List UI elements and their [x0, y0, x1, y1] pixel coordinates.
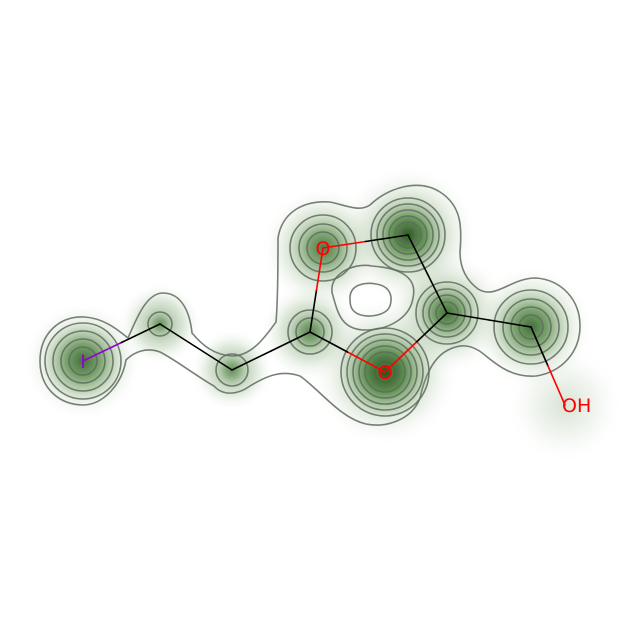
- contour-ring-c7-2: [428, 294, 466, 332]
- contour-ring-o8-3: [358, 345, 412, 399]
- contour-ring-o5-1: [298, 223, 348, 273]
- contour-ring-c6-2: [382, 209, 434, 261]
- atom-label-i1: I: [80, 351, 86, 373]
- bond-c3-c4-half-0: [231, 350, 272, 371]
- bond-c7-c9-half-1: [488, 319, 532, 328]
- contour-ring-c6-3: [388, 215, 428, 255]
- contour-ring-c6-4: [394, 221, 422, 249]
- ring-hole-contour: [331, 264, 415, 331]
- contour-ring-o8-6: [376, 363, 394, 381]
- bond-i1-c2-half-0: [82, 341, 123, 362]
- contour-ring-c9-1: [502, 298, 560, 356]
- bond-o5-c6-half-0: [322, 240, 367, 249]
- contour-ring-o5-0: [289, 214, 357, 282]
- bond-c4-o5-half-1: [315, 247, 324, 291]
- contour-ring-o8-4: [364, 351, 406, 393]
- contour-ring-c7-1: [422, 288, 472, 338]
- atom-label-o10: OH: [562, 395, 591, 417]
- bond-c2-c3-half-0: [159, 323, 197, 348]
- bond-i1-c2-half-1: [120, 323, 161, 344]
- contour-ring-c3-0: [215, 353, 249, 387]
- atom-label-layer: I O O OH: [80, 238, 591, 417]
- contour-ring-c4-0: [287, 309, 333, 355]
- bond-c2-c3-half-1: [195, 346, 233, 371]
- contour-ring-c2-0: [147, 311, 173, 337]
- atom-label-o5: O: [316, 238, 331, 260]
- contour-ring-c6-1: [376, 203, 440, 267]
- contour-ring-c9-3: [518, 314, 544, 340]
- bond-o8-c4-half-1: [309, 331, 349, 353]
- contour-ring-o8-0: [340, 327, 430, 417]
- bond-c3-c4-half-1: [270, 331, 311, 352]
- contour-ring-o8-2: [352, 339, 418, 405]
- bond-c6-c7-half-1: [426, 273, 448, 314]
- bond-c7-o8-half-0: [415, 312, 448, 344]
- contour-ring-i1-0: [44, 322, 122, 400]
- bond-c4-o5-half-0: [309, 289, 318, 333]
- contour-ring-c9-2: [510, 306, 552, 348]
- bond-c7-c9-half-0: [446, 312, 490, 321]
- bond-o5-c6-half-1: [364, 234, 409, 243]
- contour-ring-c7-0: [415, 281, 479, 345]
- contour-ring-c9-0: [493, 289, 569, 365]
- contour-ring-c6-5: [399, 226, 417, 244]
- bond-layer: [82, 234, 566, 406]
- bond-c6-c7-half-0: [407, 234, 429, 275]
- contour-ring-c7-3: [435, 301, 459, 325]
- bond-c7-o8-half-1: [384, 341, 417, 373]
- contour-ring-o5-2: [306, 231, 340, 265]
- contour-ring-o8-5: [370, 357, 400, 387]
- atom-label-o8: O: [378, 362, 393, 384]
- contour-ring-c6-0: [370, 197, 446, 273]
- contour-ring-i1-1: [52, 330, 114, 392]
- bond-o8-c4-half-0: [346, 351, 386, 373]
- outer-contour: [39, 184, 581, 426]
- contour-ring-c4-1: [295, 317, 325, 347]
- contour-ring-i1-3: [68, 346, 98, 376]
- contour-ring-o8-1: [346, 333, 424, 411]
- bond-c9-o10-half-0: [530, 326, 549, 367]
- bond-c9-o10-half-1: [547, 365, 566, 406]
- contour-ring-i1-2: [60, 338, 106, 384]
